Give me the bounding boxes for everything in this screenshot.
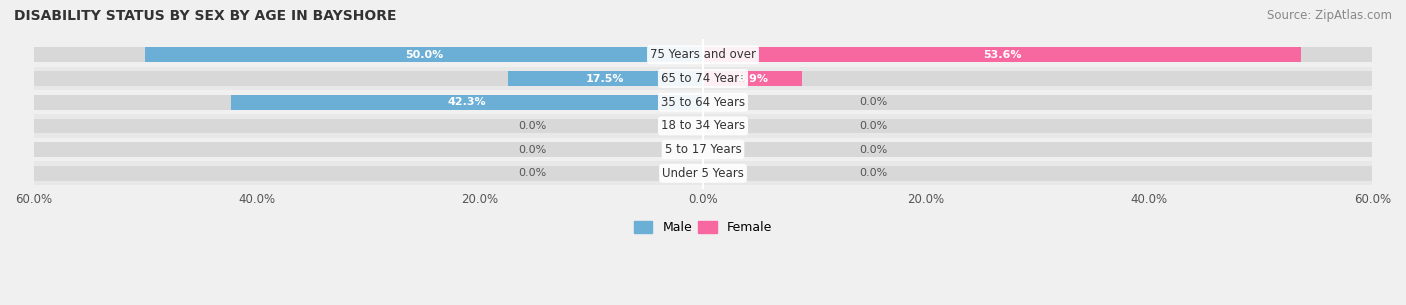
Text: 17.5%: 17.5% (586, 74, 624, 84)
Bar (34, 90, 1372, 114)
Text: 5 to 17 Years: 5 to 17 Years (665, 143, 741, 156)
Text: 0.0%: 0.0% (859, 145, 887, 155)
Text: 0.0%: 0.0% (859, 97, 887, 107)
Text: 42.3%: 42.3% (447, 97, 486, 107)
Bar (34, 119, 703, 133)
Text: 0.0%: 0.0% (859, 121, 887, 131)
Text: Source: ZipAtlas.com: Source: ZipAtlas.com (1267, 9, 1392, 22)
Bar (34, 114, 1372, 138)
Bar (34, 166, 703, 181)
Bar (34, 142, 703, 157)
Bar (703, 142, 1372, 157)
Text: 8.9%: 8.9% (737, 74, 768, 84)
Text: 18 to 34 Years: 18 to 34 Years (661, 119, 745, 132)
Text: 0.0%: 0.0% (859, 168, 887, 178)
Text: 53.6%: 53.6% (983, 50, 1021, 60)
Text: 65 to 74 Years: 65 to 74 Years (661, 72, 745, 85)
Bar (703, 48, 1301, 62)
Bar (703, 48, 1372, 62)
Text: 35 to 64 Years: 35 to 64 Years (661, 96, 745, 109)
Bar (34, 161, 1372, 185)
Bar (703, 95, 1372, 109)
Bar (703, 166, 1372, 181)
Bar (34, 138, 1372, 161)
Bar (34, 43, 1372, 67)
Bar (703, 71, 803, 86)
Text: 50.0%: 50.0% (405, 50, 443, 60)
Bar (34, 71, 703, 86)
Legend: Male, Female: Male, Female (628, 216, 778, 239)
Bar (231, 95, 703, 109)
Text: 0.0%: 0.0% (519, 168, 547, 178)
Bar (34, 48, 703, 62)
Bar (145, 48, 703, 62)
Bar (34, 95, 703, 109)
Bar (508, 71, 703, 86)
Bar (703, 71, 1372, 86)
Text: 0.0%: 0.0% (519, 145, 547, 155)
Bar (34, 67, 1372, 90)
Text: DISABILITY STATUS BY SEX BY AGE IN BAYSHORE: DISABILITY STATUS BY SEX BY AGE IN BAYSH… (14, 9, 396, 23)
Text: Under 5 Years: Under 5 Years (662, 167, 744, 180)
Bar (703, 119, 1372, 133)
Text: 0.0%: 0.0% (519, 121, 547, 131)
Text: 75 Years and over: 75 Years and over (650, 48, 756, 61)
